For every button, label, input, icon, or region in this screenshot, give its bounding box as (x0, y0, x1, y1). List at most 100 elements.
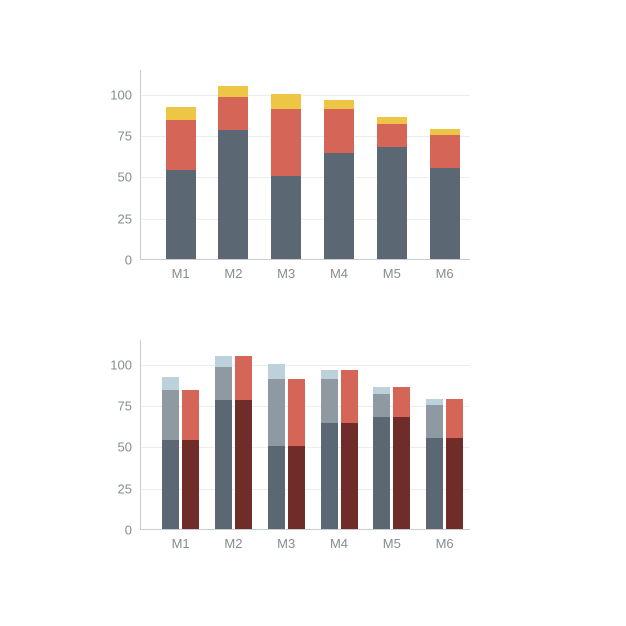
cluster-bar-a (373, 387, 390, 529)
xtick-label: M3 (277, 266, 295, 281)
bar-segment (268, 446, 285, 529)
ytick-label: 0 (92, 253, 132, 268)
bar-segment (321, 423, 338, 529)
bar-segment (218, 86, 248, 98)
bar-segment (166, 120, 196, 170)
plot-area-bottom: 0255075100M1M2M3M4M5M6 (140, 340, 470, 530)
bar-segment (215, 356, 232, 368)
xtick-label: M6 (436, 536, 454, 551)
bar-cluster (267, 364, 305, 529)
bar-segment (446, 399, 463, 439)
cluster-bar-a (215, 356, 232, 529)
bar (166, 107, 196, 259)
bar-cluster (162, 377, 200, 529)
cluster-bar-b (341, 370, 358, 529)
bar-cluster (426, 399, 464, 530)
bar (218, 86, 248, 259)
cluster-bar-a (162, 377, 179, 529)
bar-segment (373, 387, 390, 394)
cluster-bar-b (393, 387, 410, 529)
cluster-bar-a (426, 399, 443, 529)
cluster-bar-b (235, 356, 252, 529)
bar-segment (430, 135, 460, 168)
bar-cluster (214, 356, 252, 529)
gridline (141, 95, 470, 96)
bar-segment (166, 107, 196, 120)
xtick-label: M5 (383, 266, 401, 281)
xtick-label: M2 (224, 536, 242, 551)
ytick-label: 50 (92, 170, 132, 185)
ytick-label: 100 (92, 87, 132, 102)
ytick-label: 50 (92, 440, 132, 455)
chart-bottom: 0255075100M1M2M3M4M5M6 (140, 340, 470, 530)
bar-segment (271, 176, 301, 259)
bar-segment (166, 170, 196, 259)
bar-segment (215, 400, 232, 529)
ytick-label: 75 (92, 399, 132, 414)
bar-segment (218, 97, 248, 130)
bar (430, 129, 460, 259)
bar-segment (182, 390, 199, 440)
bar-segment (393, 417, 410, 529)
bar-segment (268, 364, 285, 379)
cluster-bar-b (182, 390, 199, 529)
bar-segment (235, 356, 252, 401)
xtick-label: M4 (330, 266, 348, 281)
bar (271, 94, 301, 259)
ytick-label: 0 (92, 523, 132, 538)
bar (377, 117, 407, 259)
bar-segment (321, 370, 338, 378)
bar-segment (426, 438, 443, 529)
bar-segment (377, 117, 407, 124)
bar-segment (271, 94, 301, 109)
bar-segment (288, 379, 305, 447)
xtick-label: M1 (172, 536, 190, 551)
bar-segment (430, 168, 460, 259)
bar-segment (373, 394, 390, 417)
bar-segment (426, 405, 443, 438)
bar-cluster (373, 387, 411, 529)
chart-top: 0255075100M1M2M3M4M5M6 (140, 70, 470, 260)
bar-cluster (320, 370, 358, 529)
cluster-bar-b (288, 379, 305, 529)
bar-segment (271, 109, 301, 177)
xtick-label: M2 (224, 266, 242, 281)
bar-segment (215, 367, 232, 400)
plot-area-top: 0255075100M1M2M3M4M5M6 (140, 70, 470, 260)
cluster-bar-a (268, 364, 285, 529)
bar-segment (393, 387, 410, 417)
ytick-label: 75 (92, 129, 132, 144)
bar-segment (324, 153, 354, 259)
cluster-bar-a (321, 370, 338, 529)
bar-segment (218, 130, 248, 259)
bar-segment (162, 390, 179, 440)
bar-segment (426, 399, 443, 406)
bar-segment (373, 417, 390, 529)
xtick-label: M1 (172, 266, 190, 281)
bar-segment (377, 147, 407, 259)
bar-segment (235, 400, 252, 529)
bar-segment (430, 129, 460, 136)
bar-segment (268, 379, 285, 447)
bar-segment (324, 100, 354, 108)
bar-segment (324, 109, 354, 154)
bar-segment (377, 124, 407, 147)
bar-segment (162, 377, 179, 390)
bar-segment (162, 440, 179, 529)
bar (324, 100, 354, 259)
bar-segment (321, 379, 338, 424)
bar-segment (182, 440, 199, 529)
bar-segment (446, 438, 463, 529)
bar-segment (341, 370, 358, 423)
xtick-label: M5 (383, 536, 401, 551)
bar-segment (341, 423, 358, 529)
bar-segment (288, 446, 305, 529)
ytick-label: 25 (92, 211, 132, 226)
ytick-label: 25 (92, 481, 132, 496)
xtick-label: M3 (277, 536, 295, 551)
gridline (141, 365, 470, 366)
xtick-label: M6 (436, 266, 454, 281)
cluster-bar-b (446, 399, 463, 530)
ytick-label: 100 (92, 357, 132, 372)
xtick-label: M4 (330, 536, 348, 551)
